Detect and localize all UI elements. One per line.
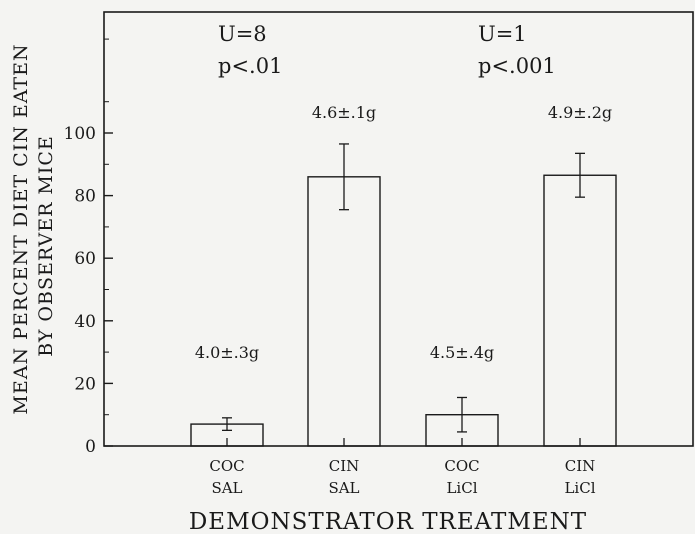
stat-annotation-u: U=8 <box>218 22 267 46</box>
y-axis: 0 20 40 60 80 100 <box>64 38 113 457</box>
y-axis-label-line-1: MEAN PERCENT DIET CIN EATEN <box>10 43 32 414</box>
stat-annotation-p: p<.01 <box>218 54 282 78</box>
category-label-line-2: SAL <box>211 479 242 497</box>
stat-annotation-p: p<.001 <box>478 54 556 78</box>
category-label-line-1: CIN <box>329 457 360 475</box>
data-label: 4.6±.1g <box>312 103 376 122</box>
y-tick-label: 60 <box>74 249 96 269</box>
data-label: 4.9±.2g <box>548 103 612 122</box>
plot-frame <box>103 11 694 447</box>
y-tick-label: 20 <box>74 374 96 394</box>
y-axis-label-line-2: BY OBSERVER MICE <box>35 135 57 357</box>
x-axis-label: DEMONSTRATOR TREATMENT <box>189 509 587 534</box>
category-label-line-2: LiCl <box>446 479 477 497</box>
bars-layer: 4.0±.3g 4.6±.1g 4.5±.4g 4.9±.2g <box>190 103 617 447</box>
bar <box>307 176 381 447</box>
y-tick-label: 40 <box>74 312 96 332</box>
y-tick-label: 80 <box>74 187 96 207</box>
y-tick-label: 0 <box>85 437 96 457</box>
data-label: 4.5±.4g <box>430 343 494 362</box>
category-label-line-1: COC <box>444 457 479 475</box>
category-label-line-2: SAL <box>328 479 359 497</box>
bar <box>543 174 617 447</box>
annotations-layer: U=8 p<.01 U=1 p<.001 <box>218 22 556 78</box>
category-labels: COC SAL CIN SAL COC LiCl CIN LiCl <box>209 457 595 497</box>
stat-annotation-u: U=1 <box>478 22 527 46</box>
y-tick-label: 100 <box>64 124 96 144</box>
data-label: 4.0±.3g <box>195 343 259 362</box>
category-label-line-2: LiCl <box>564 479 595 497</box>
category-label-line-1: COC <box>209 457 244 475</box>
category-label-line-1: CIN <box>565 457 596 475</box>
